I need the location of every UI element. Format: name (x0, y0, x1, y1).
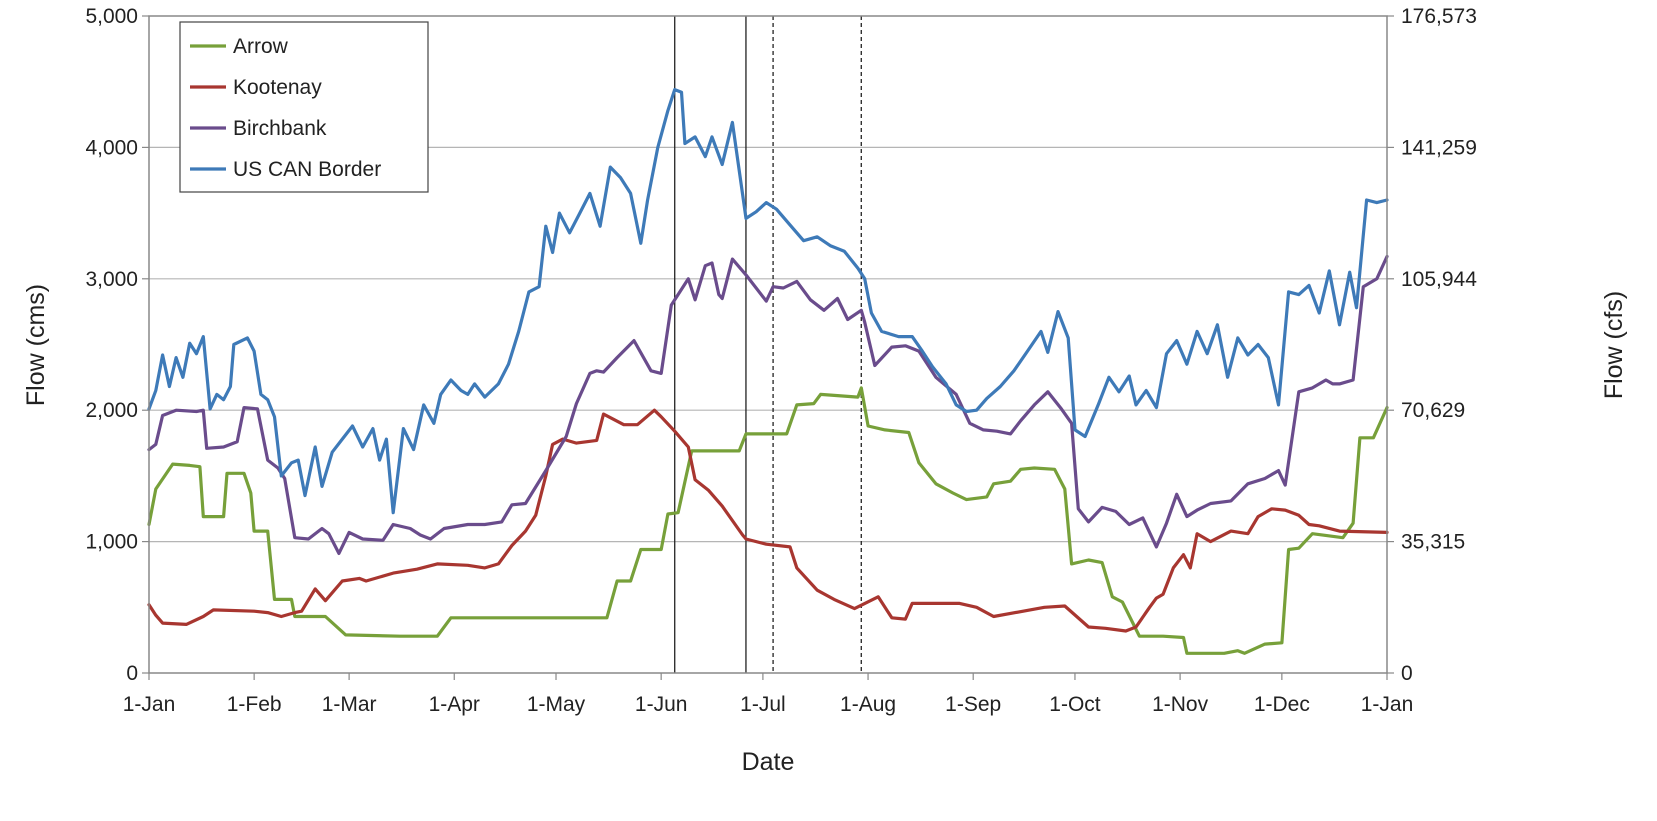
y-tick-label: 2,000 (85, 399, 138, 422)
x-tick-label: 1-May (527, 693, 586, 716)
series-line-birchbank (147, 254, 1389, 555)
series-line-arrow (147, 386, 1389, 655)
x-tick-label: 1-Dec (1254, 693, 1310, 716)
y-axis-title: Flow (cms) (22, 284, 50, 406)
y-tick-label: 4,000 (85, 136, 138, 159)
legend-box (179, 21, 429, 193)
x-tick-label: 1-Sep (945, 693, 1001, 716)
axes (148, 15, 1388, 674)
x-tick-label: 1-Oct (1049, 693, 1101, 716)
reference-lines (674, 16, 862, 673)
legend: Arrow Kootenay Birchbank US CAN Border (179, 21, 429, 193)
y2-tick-label: 176,573 (1401, 5, 1477, 28)
x-tick-label: 1-Jan (1361, 693, 1414, 716)
legend-label: US CAN Border (233, 158, 381, 181)
x-tick-label: 1-Aug (840, 693, 896, 716)
x-tick-label: 1-Nov (1152, 693, 1209, 716)
y2-tick-label: 70,629 (1401, 399, 1465, 422)
y2-axis-title: Flow (cfs) (1600, 291, 1628, 399)
y-tick-label: 5,000 (85, 5, 138, 28)
x-axis-title: Date (742, 748, 795, 776)
legend-label: Arrow (233, 35, 289, 58)
y-tick-label: 1,000 (85, 531, 138, 554)
y2-tick-label: 141,259 (1401, 136, 1477, 159)
y-tick-label: 0 (126, 662, 138, 685)
x-tick-label: 1-Jun (635, 693, 688, 716)
x-tick-label: 1-Feb (227, 693, 282, 716)
data-series (147, 88, 1389, 655)
x-tick-label: 1-Jan (123, 693, 176, 716)
series-line-us-can-border (147, 88, 1389, 515)
x-tick-label: 1-Jul (740, 693, 786, 716)
series-line-kootenay (147, 408, 1389, 633)
x-tick-label: 1-Apr (429, 693, 480, 716)
y2-tick-label: 105,944 (1401, 268, 1477, 291)
plot-frame (148, 15, 1388, 674)
tick-labels: 0 0 1,000 35,315 2,000 70,629 3,000 105,944 4,00… (85, 5, 1477, 716)
x-tick-label: 1-Mar (322, 693, 377, 716)
legend-label: Birchbank (233, 117, 327, 140)
y-tick-label: 3,000 (85, 268, 138, 291)
legend-label: Kootenay (233, 76, 322, 99)
y2-tick-label: 35,315 (1401, 531, 1465, 554)
y2-tick-label: 0 (1401, 662, 1413, 685)
